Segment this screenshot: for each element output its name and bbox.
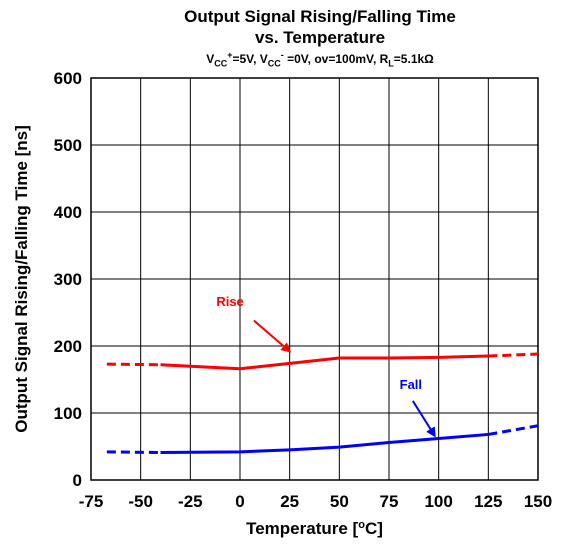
x-tick-label: 0 xyxy=(235,492,244,511)
subtitle-part: =5.1kΩ xyxy=(393,52,434,66)
y-tick-label: 400 xyxy=(54,203,82,222)
annotation-arrow xyxy=(411,400,436,438)
plot-frame xyxy=(90,77,539,481)
series-annotation-label: Fall xyxy=(400,377,422,392)
series-annotation-label: Rise xyxy=(216,294,243,309)
x-tick-label: 125 xyxy=(474,492,502,511)
subtitle-part: CC xyxy=(267,58,281,69)
chart-title-line2: vs. Temperature xyxy=(254,28,386,47)
x-tick-label: -50 xyxy=(128,492,153,511)
series-line-dashed xyxy=(488,424,539,436)
y-tick-label: 200 xyxy=(54,337,82,356)
chart-title-line1: Output Signal Rising/Falling Time xyxy=(184,7,456,26)
series-line-dashed xyxy=(106,450,161,455)
x-axis-label-part: C] xyxy=(365,519,383,538)
subtitle-part: L xyxy=(388,58,394,69)
x-tick-label: 100 xyxy=(424,492,452,511)
x-axis-label-part: o xyxy=(358,519,365,531)
y-tick-label: 0 xyxy=(73,471,82,490)
series-line xyxy=(160,354,489,371)
subtitle-part: V xyxy=(206,52,215,66)
series-line-dashed xyxy=(106,362,161,367)
x-tick-label: 150 xyxy=(524,492,552,511)
y-axis-label: Output Signal Rising/Falling Time [ns] xyxy=(12,125,31,433)
y-tick-label: 500 xyxy=(54,136,82,155)
subtitle-part: - xyxy=(280,50,284,60)
x-tick-label: -75 xyxy=(79,492,104,511)
y-tick-label: 300 xyxy=(54,270,82,289)
y-tick-label: 600 xyxy=(54,69,82,88)
series-line-dashed xyxy=(488,352,539,358)
subtitle-part: CC xyxy=(214,58,228,69)
x-tick-label: 75 xyxy=(380,492,399,511)
subtitle-part: =0V, ov=100mV, R xyxy=(283,52,389,66)
subtitle-part: =5V, V xyxy=(232,52,268,66)
subtitle-part: + xyxy=(227,50,233,60)
y-tick-label: 100 xyxy=(54,404,82,423)
x-axis-label-part: Temperature [ xyxy=(246,519,358,538)
series-line xyxy=(160,432,489,455)
x-tick-label: 50 xyxy=(330,492,349,511)
x-axis-label: Temperature [oC] xyxy=(246,519,383,538)
chart-subtitle: VCC+=5V, VCC- =0V, ov=100mV, RL=5.1kΩ xyxy=(40,50,563,68)
x-tick-label: -25 xyxy=(178,492,203,511)
annotation-arrow xyxy=(253,319,292,353)
x-tick-label: 25 xyxy=(280,492,299,511)
